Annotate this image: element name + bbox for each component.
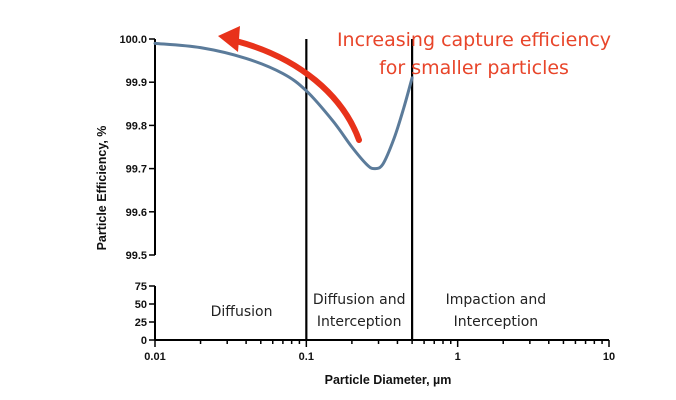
annotation-text: for smaller particles [379, 57, 569, 79]
x-tick-label: 0.1 [299, 351, 314, 363]
y-tick-label: 0 [141, 335, 147, 347]
region-label: Diffusion and Interception [313, 292, 406, 330]
y-tick-label: 99.8 [126, 120, 147, 132]
x-tick-label: 10 [603, 351, 615, 363]
y-tick-label: 99.9 [126, 77, 147, 89]
y-tick-label: 75 [135, 281, 147, 293]
annotation-arrow [218, 26, 362, 143]
x-tick-label: 1 [455, 351, 461, 363]
y-axis-title: Particle Efficiency, % [95, 126, 109, 251]
y-tick-label: 25 [135, 317, 147, 329]
region-label-line: Diffusion [211, 304, 273, 320]
series-group [153, 41, 414, 171]
y-tick-label: 99.7 [126, 164, 147, 176]
y-tick-label: 50 [135, 299, 147, 311]
y-tick-label: 99.6 [126, 207, 147, 219]
region-label-line: Interception [454, 314, 539, 330]
region-label-line: Impaction and [446, 292, 547, 308]
annotation-arrow-head [218, 26, 240, 52]
region-label: Diffusion [211, 304, 273, 320]
region-label: Impaction and Interception [446, 292, 547, 330]
axes: 100.0 99.9 99.8 99.7 99.6 99.5 75 50 25 0 0.01 0.1 1… [95, 34, 615, 387]
y-tick-label: 100.0 [119, 34, 147, 46]
annotation-arrow-shaft [233, 38, 362, 143]
x-tick-label: 0.01 [144, 351, 165, 363]
annotation-text: Increasing capture efficiency [337, 29, 611, 51]
x-axis-title: Particle Diameter, µm [325, 373, 452, 387]
efficiency-curve [153, 41, 414, 171]
y-tick-label: 99.5 [126, 250, 147, 262]
region-label-line: Diffusion and [313, 292, 406, 308]
region-label-line: Interception [317, 314, 402, 330]
